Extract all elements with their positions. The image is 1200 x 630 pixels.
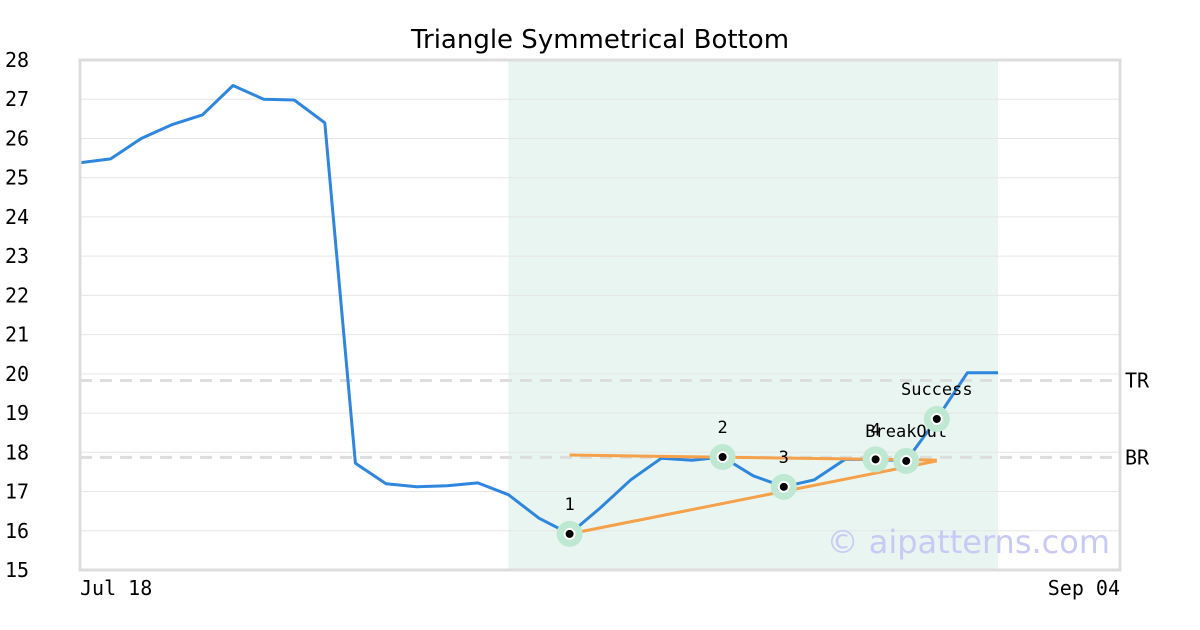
y-tick-label: 25 xyxy=(5,166,29,190)
y-tick-label: 19 xyxy=(5,401,29,425)
x-tick-label: Jul 18 xyxy=(80,576,152,600)
y-tick-label: 18 xyxy=(5,440,29,464)
pivot-point xyxy=(869,453,882,466)
y-tick-label: 26 xyxy=(5,126,29,150)
pivot-point xyxy=(777,480,790,493)
y-tick-label: 15 xyxy=(5,558,29,582)
y-tick-label: 22 xyxy=(5,283,29,307)
pivot-label: 2 xyxy=(717,418,727,438)
pattern-region xyxy=(508,60,998,570)
pivot-point xyxy=(900,454,913,467)
plot-frame xyxy=(78,58,1122,572)
y-tick-label: 28 xyxy=(5,48,29,72)
level-label-br: BR xyxy=(1125,445,1150,469)
pivot-point xyxy=(930,412,943,425)
x-tick-label: Sep 04 xyxy=(1048,576,1120,600)
y-tick-label: 21 xyxy=(5,323,29,347)
y-tick-label: 17 xyxy=(5,480,29,504)
pivot-label: 1 xyxy=(564,495,574,515)
level-label-tr: TR xyxy=(1125,369,1150,393)
lower-trendline xyxy=(569,459,938,536)
pivot-label: Success xyxy=(901,380,973,400)
pivot-point xyxy=(563,527,576,540)
y-tick-label: 16 xyxy=(5,519,29,543)
watermark: © aipatterns.com xyxy=(827,523,1110,561)
y-tick-label: 27 xyxy=(5,87,29,111)
pivot-label: 3 xyxy=(779,448,789,468)
y-tick-label: 20 xyxy=(5,362,29,386)
chart-title: Triangle Symmetrical Bottom xyxy=(410,25,789,55)
pivot-point xyxy=(716,451,729,464)
y-tick-label: 24 xyxy=(5,205,29,229)
y-tick-label: 23 xyxy=(5,244,29,268)
pivot-label: 4 xyxy=(870,420,880,440)
